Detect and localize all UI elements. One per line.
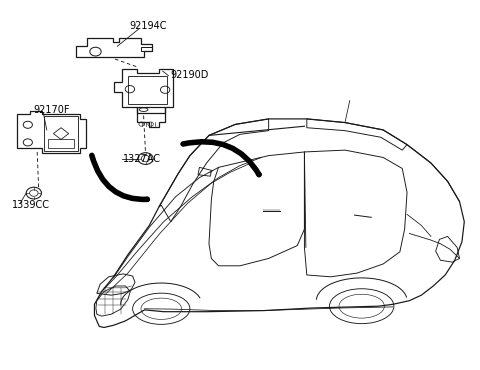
FancyArrowPatch shape — [92, 155, 147, 199]
FancyArrowPatch shape — [183, 142, 259, 175]
Text: 92190D: 92190D — [171, 70, 209, 80]
Text: 92170F: 92170F — [34, 105, 71, 115]
Text: 1339CC: 1339CC — [12, 200, 50, 210]
Text: 92194C: 92194C — [129, 21, 167, 31]
Text: 1327AC: 1327AC — [122, 154, 161, 164]
